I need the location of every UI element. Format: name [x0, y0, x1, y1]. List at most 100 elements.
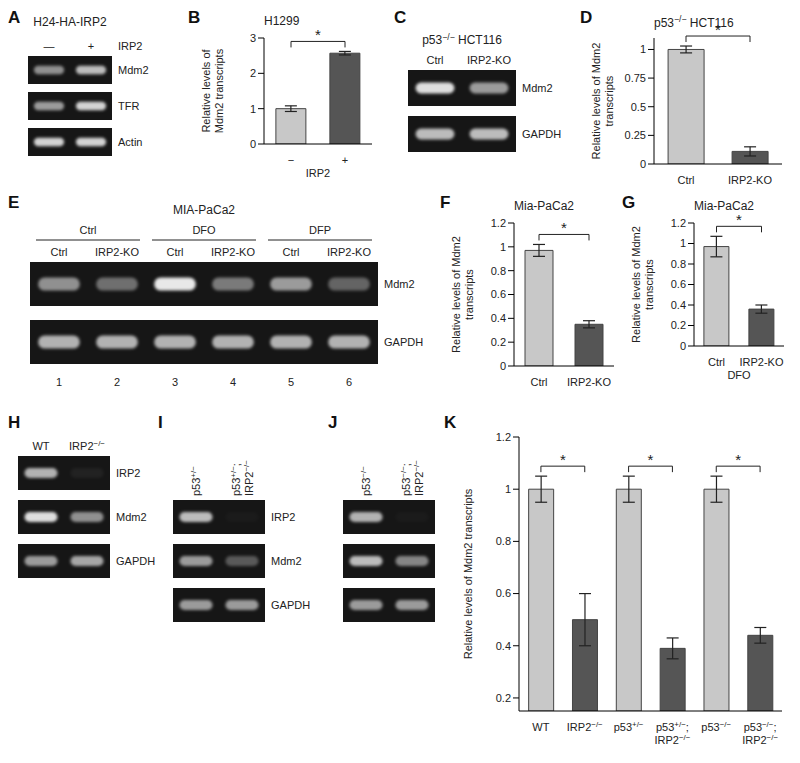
svg-text:WT: WT — [32, 440, 49, 452]
svg-text:1.2: 1.2 — [671, 217, 686, 229]
svg-text:Ctrl: Ctrl — [282, 246, 299, 258]
svg-text:IRP2−/−: IRP2−/− — [567, 720, 603, 733]
svg-text:IRP2−/−: IRP2−/− — [654, 733, 690, 746]
svg-text:*: * — [736, 211, 742, 228]
svg-text:IRP2-KO: IRP2-KO — [211, 246, 255, 258]
svg-text:+: + — [88, 40, 94, 52]
svg-text:−: − — [288, 154, 294, 166]
svg-text:IRP2−/−: IRP2−/− — [742, 733, 778, 746]
svg-text:Ctrl: Ctrl — [530, 376, 547, 388]
svg-text:p53+/−: p53+/− — [189, 466, 202, 496]
svg-text:H24-HA-IRP2: H24-HA-IRP2 — [33, 15, 107, 29]
svg-text:1.2: 1.2 — [496, 431, 511, 443]
svg-text:0: 0 — [680, 340, 686, 352]
svg-text:p53−/− HCT116: p53−/− HCT116 — [422, 32, 502, 47]
html-text:Relative levels of Mdm2 transc: Relative levels of Mdm2 transcripts — [630, 226, 655, 343]
svg-text:Ctrl: Ctrl — [426, 54, 443, 66]
svg-text:0.2: 0.2 — [496, 692, 511, 704]
svg-text:IRP2−/−: IRP2−/− — [69, 439, 105, 452]
svg-text:IRP2-KO: IRP2-KO — [728, 174, 772, 186]
svg-text:p53+/−;: p53+/−; — [656, 720, 689, 733]
svg-text:p53−/−: p53−/− — [359, 466, 372, 496]
svg-text:*: * — [735, 451, 741, 468]
svg-text:1: 1 — [56, 376, 62, 388]
svg-text:+: + — [342, 154, 348, 166]
svg-text:GAPDH: GAPDH — [116, 555, 155, 567]
svg-text:0.8: 0.8 — [671, 258, 686, 270]
svg-text:0.2: 0.2 — [491, 336, 506, 348]
svg-text:1: 1 — [500, 241, 506, 253]
svg-text:0.4: 0.4 — [671, 299, 686, 311]
svg-text:IRP2: IRP2 — [118, 40, 142, 52]
svg-text:IRP2: IRP2 — [271, 511, 295, 523]
svg-text:IRP2−/−: IRP2−/− — [412, 460, 425, 496]
svg-text:—: — — [44, 40, 55, 52]
svg-text:0.4: 0.4 — [491, 312, 506, 324]
svg-text:Mdm2: Mdm2 — [116, 511, 147, 523]
svg-text:0.6: 0.6 — [671, 278, 686, 290]
svg-text:1: 1 — [505, 483, 511, 495]
svg-text:*: * — [560, 451, 566, 468]
svg-text:*: * — [561, 219, 567, 236]
svg-text:6: 6 — [346, 376, 352, 388]
svg-text:Ctrl: Ctrl — [50, 246, 67, 258]
svg-text:*: * — [315, 26, 321, 43]
svg-text:0.5: 0.5 — [631, 101, 646, 113]
svg-text:*: * — [648, 451, 654, 468]
svg-text:0.6: 0.6 — [491, 288, 506, 300]
svg-text:0.25: 0.25 — [625, 129, 646, 141]
svg-text:Actin: Actin — [118, 136, 142, 148]
svg-text:IRP2-KO: IRP2-KO — [467, 54, 511, 66]
svg-text:IRP2-KO: IRP2-KO — [95, 246, 139, 258]
svg-text:*: * — [715, 21, 721, 38]
svg-text:GAPDH: GAPDH — [271, 599, 310, 611]
svg-text:Mdm2: Mdm2 — [522, 82, 553, 94]
svg-text:IRP2-KO: IRP2-KO — [327, 246, 371, 258]
svg-text:p53−/−;: p53−/−; — [399, 463, 412, 496]
svg-text:IRP2-KO: IRP2-KO — [739, 356, 783, 368]
svg-text:TFR: TFR — [118, 100, 139, 112]
svg-text:DFO: DFO — [192, 224, 216, 236]
svg-text:1: 1 — [640, 43, 646, 55]
svg-text:3: 3 — [172, 376, 178, 388]
html-text:Relative levels of Mdm2 transc: Relative levels of Mdm2 transcripts — [450, 236, 475, 353]
svg-text:WT: WT — [532, 721, 549, 733]
svg-text:0.75: 0.75 — [625, 72, 646, 84]
svg-text:2: 2 — [250, 67, 256, 79]
svg-text:1: 1 — [250, 103, 256, 115]
svg-text:Ctrl: Ctrl — [677, 174, 694, 186]
svg-text:0.8: 0.8 — [496, 535, 511, 547]
svg-text:Mdm2: Mdm2 — [384, 278, 415, 290]
svg-text:IRP2−/−: IRP2−/− — [242, 460, 255, 496]
svg-text:IRP2-KO: IRP2-KO — [567, 376, 611, 388]
svg-text:5: 5 — [288, 376, 294, 388]
svg-text:Ctrl: Ctrl — [708, 356, 725, 368]
svg-text:0.6: 0.6 — [496, 587, 511, 599]
svg-text:1.2: 1.2 — [491, 217, 506, 229]
svg-text:2: 2 — [114, 376, 120, 388]
svg-text:3: 3 — [250, 32, 256, 44]
svg-text:1: 1 — [680, 237, 686, 249]
svg-text:4: 4 — [230, 376, 236, 388]
svg-text:DFP: DFP — [309, 224, 331, 236]
svg-text:0: 0 — [640, 158, 646, 170]
svg-text:GAPDH: GAPDH — [522, 128, 561, 140]
svg-text:p53−/−;: p53−/−; — [744, 720, 777, 733]
svg-text:0.4: 0.4 — [496, 640, 511, 652]
svg-text:0.8: 0.8 — [491, 265, 506, 277]
svg-text:0.2: 0.2 — [671, 319, 686, 331]
svg-text:IRP2: IRP2 — [116, 467, 140, 479]
svg-text:Ctrl: Ctrl — [166, 246, 183, 258]
svg-text:0: 0 — [500, 360, 506, 372]
svg-text:p53−/−: p53−/− — [701, 720, 731, 733]
svg-text:p53+/−: p53+/− — [614, 720, 644, 733]
svg-text:GAPDH: GAPDH — [384, 336, 423, 348]
html-text:Relative levels of Mdm2 transc: Relative levels of Mdm2 transcripts — [590, 42, 615, 160]
svg-text:0: 0 — [250, 138, 256, 150]
svg-text:p53+/−;: p53+/−; — [229, 463, 242, 496]
svg-text:Mdm2: Mdm2 — [271, 555, 302, 567]
svg-text:Mdm2: Mdm2 — [118, 64, 149, 76]
html-text:Relative levels of Mdm2 transc: Relative levels of Mdm2 transcripts — [200, 49, 225, 134]
svg-text:MIA-PaCa2: MIA-PaCa2 — [173, 203, 235, 217]
svg-text:Ctrl: Ctrl — [79, 224, 96, 236]
